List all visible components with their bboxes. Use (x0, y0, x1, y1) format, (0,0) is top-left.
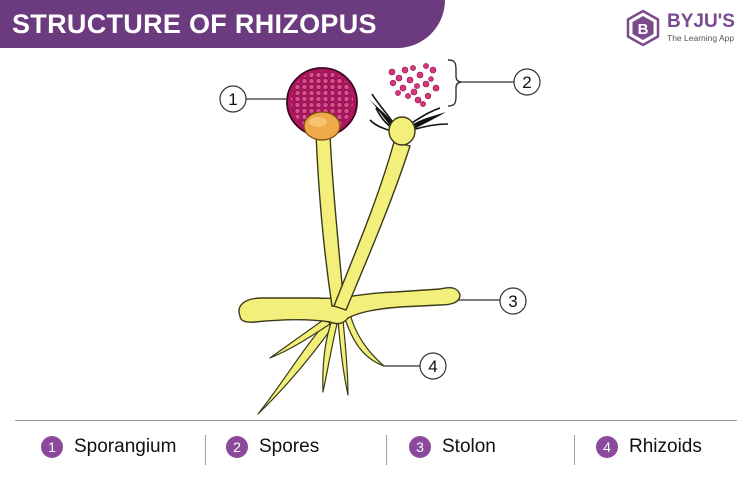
page-title: STRUCTURE OF RHIZOPUS (12, 8, 377, 39)
sporangium (286, 67, 358, 141)
legend-label: Sporangium (74, 436, 177, 457)
rhizoids (257, 313, 385, 415)
logo-letter: B (638, 21, 649, 38)
title-banner: STRUCTURE OF RHIZOPUS (0, 0, 445, 48)
legend-number-badge: 4 (596, 436, 618, 458)
callout-2-number: 2 (522, 73, 531, 92)
left-sporangiophore (315, 133, 345, 307)
callout-4: 4 (419, 352, 447, 380)
callout-3: 3 (499, 287, 527, 315)
legend-label: Stolon (442, 436, 496, 457)
wall-fragment-left (368, 98, 394, 128)
legend-item-sporangium: 1 Sporangium (41, 430, 176, 464)
byjus-logo: B BYJU'S The Learning App (625, 8, 745, 48)
spore-cluster (388, 63, 440, 107)
rhizoid-inner (337, 319, 349, 396)
byjus-logo-mark: B (626, 10, 660, 46)
rhizopus-diagram: 1 2 3 4 (219, 59, 541, 415)
callout-1-number: 1 (228, 90, 237, 109)
callout-1: 1 (219, 85, 247, 113)
legend-separator (386, 435, 387, 465)
rhizoid-left (269, 317, 331, 359)
callout-4-number: 4 (428, 357, 437, 376)
legend-number-badge: 3 (409, 436, 431, 458)
callout-3-number: 3 (508, 292, 517, 311)
rhizoid-right (343, 313, 385, 367)
legend-separator (574, 435, 575, 465)
ruptured-sporangium (368, 93, 449, 146)
callout-2: 2 (513, 68, 541, 96)
right-sporangiophore (333, 141, 411, 311)
brand-name: BYJU'S (667, 11, 735, 32)
legend-label: Spores (259, 436, 320, 457)
legend-item-rhizoids: 4 Rhizoids (596, 430, 702, 464)
legend-item-spores: 2 Spores (226, 430, 319, 464)
legend-separator (205, 435, 206, 465)
spores-bracket (447, 59, 463, 107)
rhizoid-middle (322, 319, 338, 393)
legend-label: Rhizoids (629, 436, 702, 457)
legend-number-badge: 2 (226, 436, 248, 458)
legend-number-badge: 1 (41, 436, 63, 458)
rhizoid-long (257, 317, 337, 415)
brand-tagline: The Learning App (667, 33, 735, 43)
legend-divider (15, 420, 737, 421)
columella-exposed (388, 116, 416, 146)
legend-item-stolon: 3 Stolon (409, 430, 496, 464)
wall-fragment-right (410, 112, 446, 130)
